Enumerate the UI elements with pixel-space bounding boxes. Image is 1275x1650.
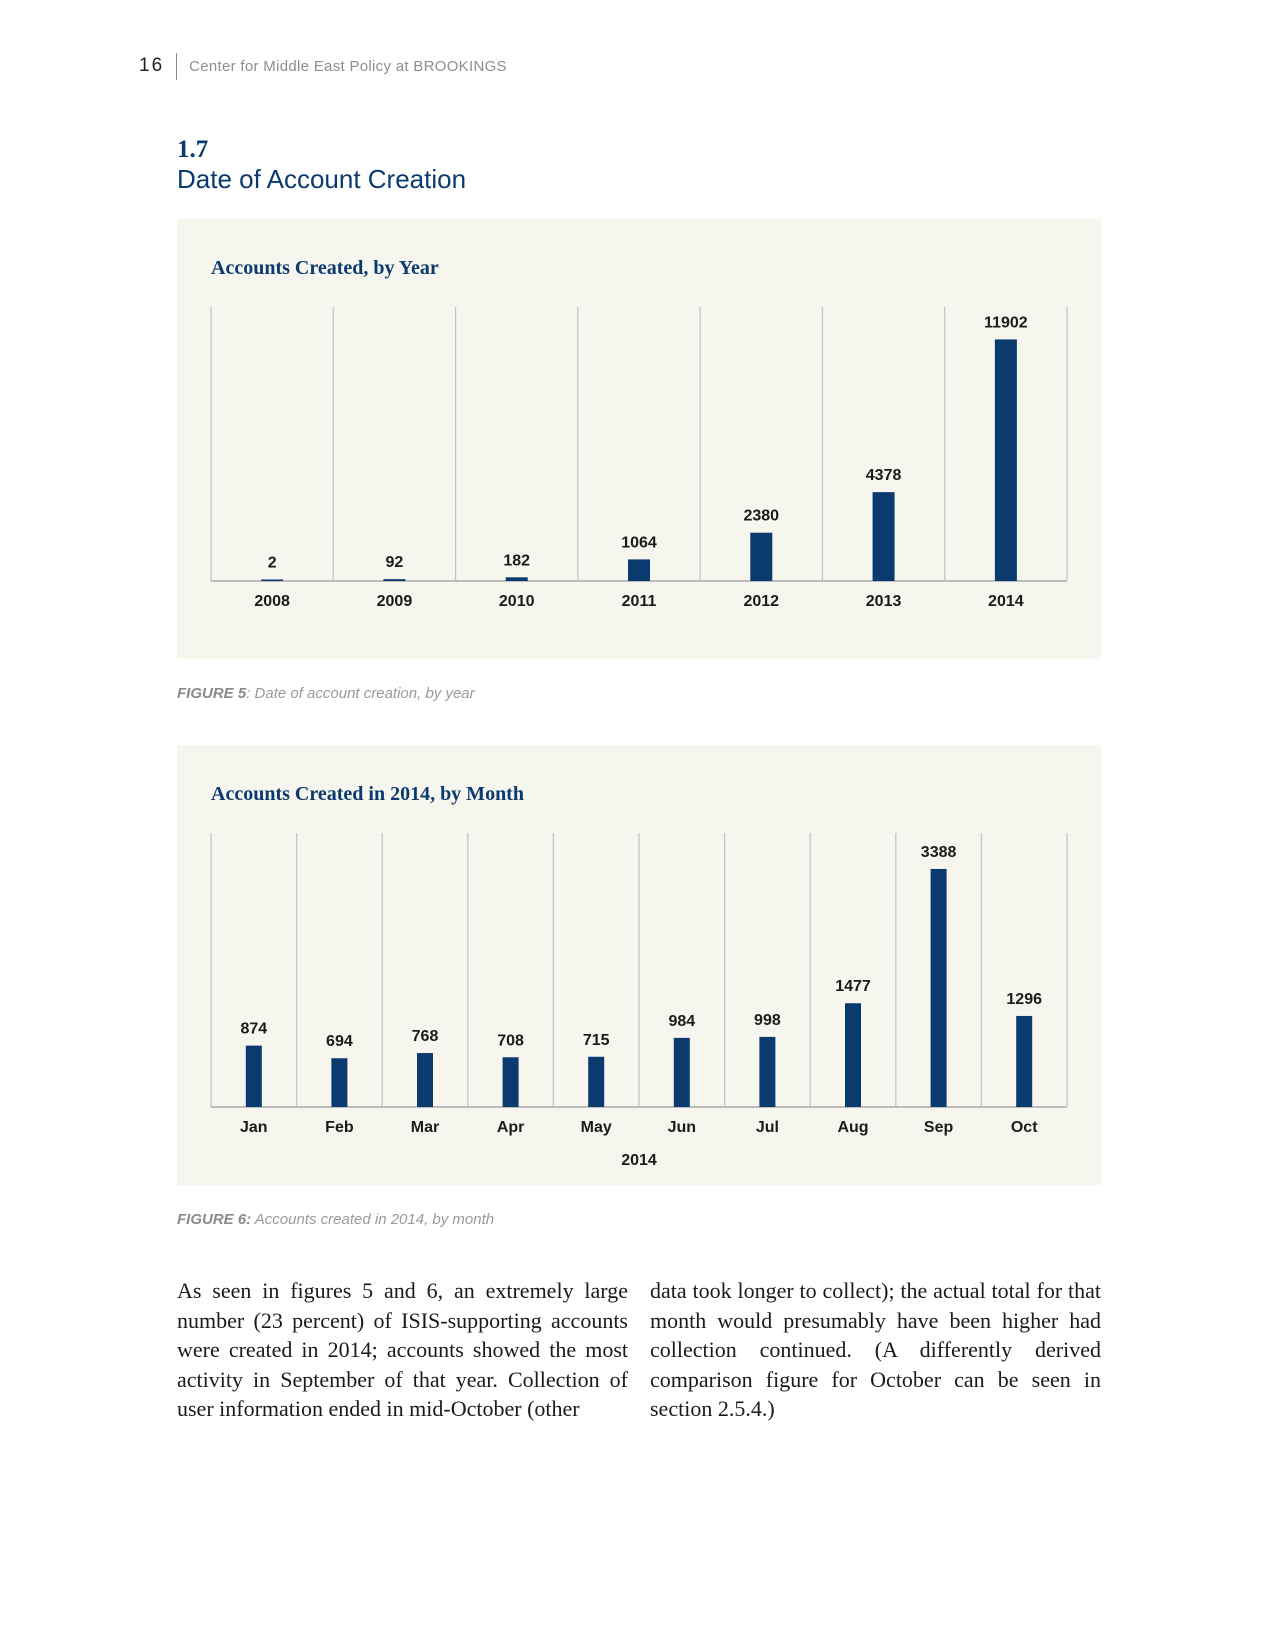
data-label: 11902 bbox=[984, 314, 1028, 331]
x-tick-label: Apr bbox=[497, 1119, 525, 1136]
data-label: 2380 bbox=[743, 508, 779, 525]
data-label: 715 bbox=[583, 1032, 610, 1049]
body-text-right-column: data took longer to collect); the actual… bbox=[650, 1278, 1101, 1421]
bar bbox=[505, 577, 528, 581]
chart-title-by-month: Accounts Created in 2014, by Month bbox=[211, 783, 524, 805]
chart-panel-by-year: Accounts Created, by Year 2 2008 92 2009 182… bbox=[177, 219, 1101, 659]
bar bbox=[759, 1036, 776, 1107]
figure-6-label: FIGURE 6: bbox=[177, 1211, 252, 1228]
x-tick-label: Jan bbox=[240, 1119, 268, 1136]
figure-5-caption: FIGURE 5: Date of account creation, by y… bbox=[177, 685, 475, 702]
bar-chart-by-year: 2 2008 92 2009 182 2010 1064 2011 2380 2012 4378 20… bbox=[210, 307, 1068, 610]
data-label: 1296 bbox=[1006, 991, 1042, 1008]
data-label: 708 bbox=[497, 1032, 524, 1049]
bar bbox=[417, 1053, 433, 1107]
x-tick-label: 2014 bbox=[988, 593, 1024, 610]
x-tick-label: 2011 bbox=[622, 593, 657, 610]
x-tick-label: Feb bbox=[325, 1119, 354, 1136]
header-divider bbox=[176, 52, 178, 80]
figure-5-text: : Date of account creation, by year bbox=[246, 685, 475, 702]
x-tick-label: 2013 bbox=[866, 593, 902, 610]
figure-6-text: Accounts created in 2014, by month bbox=[251, 1211, 495, 1228]
bar bbox=[872, 492, 895, 581]
figure-6-caption: FIGURE 6: Accounts created in 2014, by m… bbox=[177, 1211, 494, 1228]
data-label: 4378 bbox=[866, 467, 902, 484]
data-label: 1064 bbox=[621, 534, 657, 551]
bar bbox=[383, 579, 406, 581]
data-label: 2 bbox=[268, 555, 277, 572]
bar bbox=[930, 868, 947, 1107]
running-header: 16 Center for Middle East Policy at BROO… bbox=[139, 52, 507, 80]
publication-title: Center for Middle East Policy at BROOKIN… bbox=[189, 57, 507, 75]
x-tick-label: Jul bbox=[756, 1119, 779, 1136]
bar bbox=[588, 1056, 605, 1107]
data-label: 768 bbox=[412, 1028, 439, 1045]
bar bbox=[1016, 1015, 1033, 1107]
figure-5-label: FIGURE 5 bbox=[177, 685, 247, 702]
bar bbox=[845, 1003, 861, 1107]
chart-title-by-year: Accounts Created, by Year bbox=[211, 257, 439, 279]
bar bbox=[261, 579, 284, 581]
data-label: 694 bbox=[326, 1033, 353, 1050]
x-tick-label: Mar bbox=[411, 1119, 439, 1136]
x-axis-label: 2014 bbox=[621, 1152, 657, 1169]
bar-chart-by-month: 874 Jan 694 Feb 768 Mar 708 Apr 715 May 984 Jun 998 J… bbox=[210, 833, 1068, 1169]
bar bbox=[994, 339, 1017, 581]
x-tick-label: 2010 bbox=[499, 593, 535, 610]
x-tick-label: May bbox=[581, 1119, 612, 1136]
bar bbox=[673, 1037, 690, 1107]
x-tick-label: 2008 bbox=[254, 593, 290, 610]
bar bbox=[628, 559, 650, 581]
x-tick-label: 2009 bbox=[377, 593, 413, 610]
data-label: 92 bbox=[386, 554, 404, 571]
section-title: Date of Account Creation bbox=[177, 164, 467, 194]
body-text-left-column: As seen in figures 5 and 6, an extremely… bbox=[177, 1278, 628, 1421]
data-label: 998 bbox=[754, 1012, 781, 1029]
data-label: 3388 bbox=[921, 844, 957, 861]
data-label: 1477 bbox=[835, 978, 871, 995]
bar bbox=[502, 1057, 519, 1107]
bar bbox=[750, 532, 773, 581]
section-number: 1.7 bbox=[177, 136, 209, 163]
x-tick-label: Oct bbox=[1011, 1119, 1038, 1136]
x-tick-label: Aug bbox=[837, 1119, 868, 1136]
x-tick-label: Jun bbox=[668, 1119, 696, 1136]
page-number: 16 bbox=[139, 55, 165, 76]
bar bbox=[331, 1058, 348, 1107]
data-label: 874 bbox=[240, 1021, 267, 1038]
data-label: 984 bbox=[668, 1013, 695, 1030]
x-tick-label: Sep bbox=[924, 1119, 954, 1136]
chart-panel-by-month: Accounts Created in 2014, by Month 874 Ja… bbox=[177, 745, 1101, 1185]
bar bbox=[245, 1045, 262, 1107]
x-tick-label: 2012 bbox=[743, 593, 779, 610]
data-label: 182 bbox=[503, 552, 530, 569]
